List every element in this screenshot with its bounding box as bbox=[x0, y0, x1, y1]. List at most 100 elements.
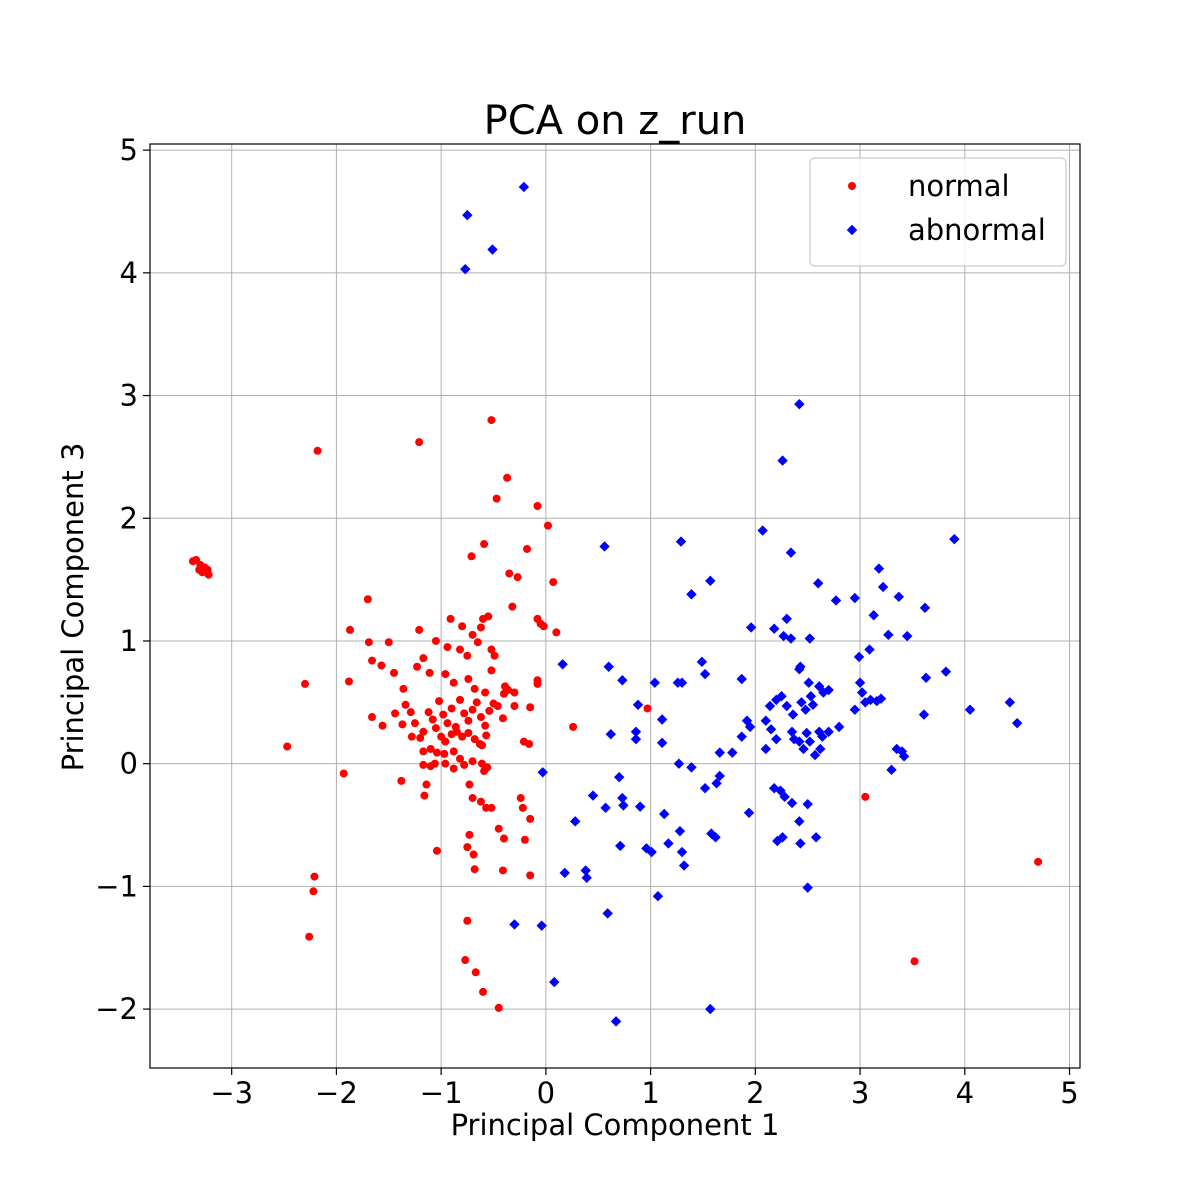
normal-point bbox=[440, 749, 449, 758]
normal-point bbox=[435, 697, 444, 706]
normal-point bbox=[449, 678, 458, 687]
axis-ticks: −3 −2 −1 0 1 2 3 4 5 −2 −1 0 1 2 3 4 5 bbox=[95, 133, 1079, 1110]
y-tick-label: 1 bbox=[120, 624, 138, 658]
abnormal-point bbox=[460, 263, 471, 275]
normal-point bbox=[533, 614, 542, 623]
normal-point bbox=[432, 846, 441, 855]
x-tick-label: 4 bbox=[956, 1076, 974, 1110]
normal-point bbox=[479, 987, 488, 996]
plot-frame bbox=[149, 143, 1081, 1069]
legend-label-abnormal: abnormal bbox=[908, 213, 1046, 247]
normal-point bbox=[407, 732, 416, 741]
normal-point bbox=[465, 780, 474, 789]
abnormal-point bbox=[663, 838, 674, 849]
normal-point bbox=[419, 727, 428, 736]
normal-point bbox=[520, 835, 529, 844]
normal-point bbox=[508, 602, 517, 611]
normal-point bbox=[463, 651, 472, 660]
normal-point bbox=[510, 702, 519, 711]
normal-point bbox=[467, 552, 476, 561]
abnormal-point bbox=[696, 656, 708, 668]
y-axis-label: Principal Component 3 bbox=[56, 443, 90, 772]
normal-point bbox=[301, 679, 309, 688]
abnormal-point bbox=[768, 783, 780, 794]
abnormal-point bbox=[823, 684, 834, 696]
normal-point bbox=[441, 737, 450, 746]
abnormal-point bbox=[705, 575, 716, 587]
normal-point bbox=[1034, 857, 1043, 866]
normal-point bbox=[443, 643, 452, 652]
normal-point bbox=[533, 676, 542, 685]
x-tick-label: −3 bbox=[210, 1076, 253, 1110]
normal-point bbox=[480, 540, 489, 549]
normal-point bbox=[344, 677, 353, 686]
normal-point bbox=[484, 612, 493, 621]
abnormal-point bbox=[462, 209, 473, 221]
normal-point bbox=[456, 645, 464, 654]
abnormal-point bbox=[673, 758, 685, 769]
normal-point bbox=[468, 630, 477, 639]
normal-point bbox=[415, 625, 424, 634]
abnormal-point bbox=[675, 536, 687, 547]
normal-point bbox=[552, 628, 561, 637]
abnormal-point bbox=[919, 602, 931, 614]
normal-point bbox=[471, 968, 480, 977]
legend-box bbox=[809, 157, 1067, 267]
normal-point bbox=[406, 708, 415, 717]
normal-point bbox=[481, 721, 490, 730]
abnormal-point bbox=[798, 743, 809, 755]
normal-point bbox=[470, 684, 479, 693]
normal-point bbox=[456, 754, 464, 763]
abnormal-point bbox=[854, 677, 866, 688]
abnormal-point bbox=[810, 832, 822, 843]
abnormal-point bbox=[760, 715, 772, 726]
abnormal-point bbox=[807, 699, 819, 710]
y-tick-label: −1 bbox=[95, 869, 138, 903]
abnormal-point bbox=[744, 721, 756, 733]
normal-point bbox=[533, 501, 542, 510]
normal-point bbox=[464, 729, 473, 738]
abnormal-point bbox=[549, 976, 560, 988]
normal-point bbox=[452, 727, 461, 736]
normal-point bbox=[473, 638, 482, 647]
legend-marker-normal bbox=[848, 182, 856, 190]
abnormal-point bbox=[803, 677, 814, 688]
x-tick-label: 1 bbox=[641, 1076, 659, 1110]
normal-point bbox=[463, 916, 472, 925]
abnormal-point bbox=[764, 700, 776, 712]
abnormal-point bbox=[918, 709, 930, 720]
abnormal-point bbox=[775, 785, 786, 796]
normal-point bbox=[505, 569, 514, 578]
normal-point bbox=[494, 1003, 503, 1012]
normal-point bbox=[419, 654, 428, 663]
abnormal-point bbox=[833, 721, 845, 733]
abnormal-point bbox=[559, 867, 570, 879]
abnormal-point bbox=[605, 729, 617, 740]
abnormal-point bbox=[818, 687, 829, 698]
abnormal-point bbox=[659, 808, 670, 820]
normal-point bbox=[518, 803, 527, 812]
normal-point bbox=[516, 794, 525, 803]
abnormal-point bbox=[830, 595, 842, 606]
normal-point bbox=[368, 656, 377, 665]
normal-point bbox=[460, 709, 469, 718]
abnormal-point bbox=[788, 733, 800, 745]
normal-point bbox=[420, 791, 429, 800]
abnormal-point bbox=[920, 672, 932, 683]
abnormal-point bbox=[736, 731, 747, 742]
abnormal-point bbox=[1004, 697, 1016, 708]
normal-point bbox=[460, 760, 469, 769]
abnormal-point bbox=[779, 791, 790, 803]
normal-point bbox=[494, 824, 503, 833]
abnormal-point bbox=[678, 860, 690, 871]
abnormal-point bbox=[699, 783, 711, 794]
abnormal-point bbox=[710, 832, 721, 843]
abnormal-point bbox=[509, 919, 520, 930]
abnormal-point bbox=[699, 668, 711, 680]
abnormal-point bbox=[893, 591, 905, 602]
abnormal-point bbox=[776, 690, 787, 702]
grid-lines bbox=[150, 144, 1080, 1068]
normal-point bbox=[476, 623, 485, 632]
normal-point bbox=[419, 760, 428, 769]
y-tick-label: −2 bbox=[95, 992, 138, 1026]
